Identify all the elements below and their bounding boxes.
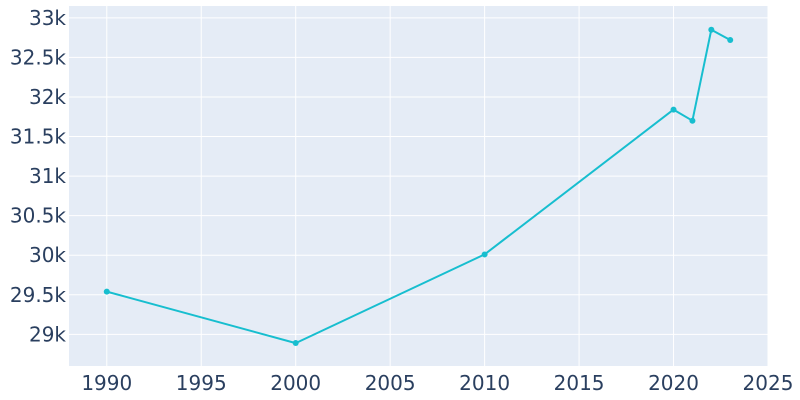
y-tick-label: 32k bbox=[29, 85, 66, 109]
data-point[interactable] bbox=[481, 251, 488, 258]
plot-area bbox=[69, 6, 768, 366]
x-tick-label: 2005 bbox=[365, 371, 416, 395]
x-tick-label: 2025 bbox=[743, 371, 794, 395]
data-point[interactable] bbox=[727, 37, 734, 44]
y-tick-label: 33k bbox=[29, 6, 66, 30]
data-point[interactable] bbox=[103, 288, 110, 295]
series-layer bbox=[103, 26, 734, 347]
x-tick-label: 2015 bbox=[554, 371, 605, 395]
y-tick-label: 29.5k bbox=[10, 283, 67, 307]
y-tick-label: 29k bbox=[29, 322, 66, 346]
data-point[interactable] bbox=[670, 106, 677, 113]
y-tick-label: 32.5k bbox=[10, 45, 67, 69]
x-tick-label: 2020 bbox=[648, 371, 699, 395]
y-tick-label: 30.5k bbox=[10, 204, 67, 228]
x-tick-label: 2010 bbox=[459, 371, 510, 395]
y-tick-label: 31k bbox=[29, 164, 66, 188]
x-tick-label: 2000 bbox=[270, 371, 321, 395]
data-point[interactable] bbox=[292, 340, 299, 347]
x-tick-label: 1990 bbox=[81, 371, 132, 395]
grid-lines bbox=[69, 6, 769, 366]
x-tick-label: 1995 bbox=[176, 371, 227, 395]
axis-tick-labels: 1990 1995 2000 2005 2010 2015 2020 2025 29k 29.5k… bbox=[10, 6, 794, 395]
y-tick-label: 30k bbox=[29, 243, 66, 267]
y-tick-label: 31.5k bbox=[10, 125, 67, 149]
data-point[interactable] bbox=[689, 117, 696, 124]
data-point[interactable] bbox=[708, 26, 715, 33]
